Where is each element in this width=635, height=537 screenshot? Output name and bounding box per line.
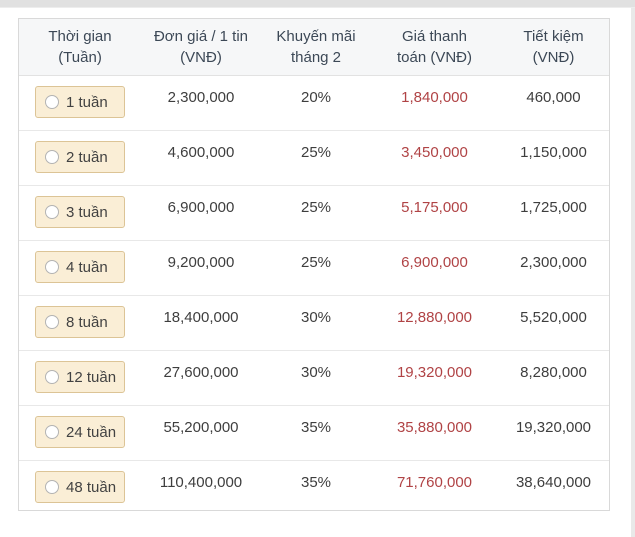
unit-price-value: 110,400,000 <box>159 474 243 491</box>
duration-cell: 48 tuần <box>19 461 141 510</box>
duration-cell: 2 tuần <box>19 131 141 185</box>
header-text: tháng 2 <box>290 49 342 66</box>
promo-value: 25% <box>300 199 332 216</box>
pay-price-value: 71,760,000 <box>396 474 473 491</box>
table-row: 4 tuần 9,200,000 25% 6,900,000 2,300,000 <box>19 241 609 296</box>
duration-option-4-weeks[interactable]: 4 tuần <box>35 251 125 283</box>
duration-label: 48 tuần <box>66 478 117 496</box>
duration-option-3-weeks[interactable]: 3 tuần <box>35 196 125 228</box>
unit-price-value: 27,600,000 <box>163 364 239 381</box>
duration-option-48-weeks[interactable]: 48 tuần <box>35 471 125 503</box>
header-text: toán (VNĐ) <box>396 49 473 66</box>
header-text: Giá thanh <box>401 28 468 45</box>
unit-price-value: 2,300,000 <box>167 89 235 106</box>
header-text: Đơn giá / 1 tin <box>153 28 249 45</box>
radio-icon <box>45 150 59 164</box>
savings-value: 5,520,000 <box>520 309 587 326</box>
radio-icon <box>45 425 59 439</box>
header-text: (Tuần) <box>58 49 102 66</box>
pay-price-value: 3,450,000 <box>401 144 468 161</box>
column-header-unit-price: Đơn giá / 1 tin (VNĐ) <box>141 19 261 75</box>
duration-option-8-weeks[interactable]: 8 tuần <box>35 306 125 338</box>
savings-value: 19,320,000 <box>515 419 592 436</box>
duration-label: 3 tuần <box>66 203 108 221</box>
pay-price-value: 35,880,000 <box>396 419 473 436</box>
header-text: Thời gian <box>48 28 112 45</box>
savings-value: 1,150,000 <box>520 144 587 161</box>
table-header: Thời gian (Tuần) Đơn giá / 1 tin (VNĐ) K… <box>19 19 609 76</box>
promo-value: 35% <box>300 419 332 436</box>
duration-cell: 12 tuần <box>19 351 141 405</box>
table-row: 24 tuần 55,200,000 35% 35,880,000 19,320… <box>19 406 609 461</box>
promo-value: 35% <box>300 474 332 491</box>
scrollbar-track[interactable] <box>631 0 635 537</box>
radio-icon <box>45 95 59 109</box>
duration-cell: 4 tuần <box>19 241 141 295</box>
pay-price-value: 5,175,000 <box>401 199 468 216</box>
pay-price-value: 12,880,000 <box>396 309 473 326</box>
column-header-pay-price: Giá thanh toán (VNĐ) <box>371 19 498 75</box>
promo-value: 30% <box>300 364 332 381</box>
duration-option-2-weeks[interactable]: 2 tuần <box>35 141 125 173</box>
unit-price-value: 18,400,000 <box>163 309 239 326</box>
radio-icon <box>45 260 59 274</box>
duration-option-1-week[interactable]: 1 tuần <box>35 86 125 118</box>
table-row: 8 tuần 18,400,000 30% 12,880,000 5,520,0… <box>19 296 609 351</box>
duration-cell: 8 tuần <box>19 296 141 350</box>
promo-value: 30% <box>300 309 332 326</box>
unit-price-value: 6,900,000 <box>167 199 235 216</box>
column-header-savings: Tiết kiệm (VNĐ) <box>498 19 609 75</box>
radio-icon <box>45 370 59 384</box>
table-row: 1 tuần 2,300,000 20% 1,840,000 460,000 <box>19 76 609 131</box>
pay-price-value: 1,840,000 <box>401 89 468 106</box>
pay-price-value: 6,900,000 <box>401 254 468 271</box>
top-divider <box>0 0 635 8</box>
header-text: Tiết kiệm <box>523 28 584 45</box>
table-row: 48 tuần 110,400,000 35% 71,760,000 38,64… <box>19 461 609 510</box>
header-text: (VNĐ) <box>180 49 222 66</box>
column-header-promo: Khuyến mãi tháng 2 <box>261 19 371 75</box>
table-row: 2 tuần 4,600,000 25% 3,450,000 1,150,000 <box>19 131 609 186</box>
duration-label: 1 tuần <box>66 93 108 111</box>
radio-icon <box>45 205 59 219</box>
savings-value: 2,300,000 <box>520 254 587 271</box>
promo-value: 25% <box>300 144 332 161</box>
duration-cell: 3 tuần <box>19 186 141 240</box>
promo-value: 20% <box>300 89 332 106</box>
unit-price-value: 9,200,000 <box>167 254 235 271</box>
unit-price-value: 55,200,000 <box>163 419 239 436</box>
duration-label: 12 tuần <box>66 368 117 386</box>
duration-label: 4 tuần <box>66 258 108 276</box>
header-text: (VNĐ) <box>532 49 575 66</box>
duration-option-24-weeks[interactable]: 24 tuần <box>35 416 125 448</box>
header-text: Khuyến mãi <box>276 28 356 45</box>
duration-label: 24 tuần <box>66 423 117 441</box>
table-row: 3 tuần 6,900,000 25% 5,175,000 1,725,000 <box>19 186 609 241</box>
duration-label: 2 tuần <box>66 148 108 166</box>
radio-icon <box>45 480 59 494</box>
savings-value: 1,725,000 <box>520 199 587 216</box>
promo-value: 25% <box>300 254 332 271</box>
pricing-table: Thời gian (Tuần) Đơn giá / 1 tin (VNĐ) K… <box>18 18 610 511</box>
savings-value: 460,000 <box>526 89 581 106</box>
savings-value: 8,280,000 <box>520 364 587 381</box>
savings-value: 38,640,000 <box>515 474 592 491</box>
unit-price-value: 4,600,000 <box>167 144 235 161</box>
duration-cell: 1 tuần <box>19 76 141 130</box>
column-header-duration: Thời gian (Tuần) <box>19 19 141 75</box>
pay-price-value: 19,320,000 <box>396 364 473 381</box>
duration-option-12-weeks[interactable]: 12 tuần <box>35 361 125 393</box>
table-row: 12 tuần 27,600,000 30% 19,320,000 8,280,… <box>19 351 609 406</box>
duration-label: 8 tuần <box>66 313 108 331</box>
radio-icon <box>45 315 59 329</box>
duration-cell: 24 tuần <box>19 406 141 460</box>
